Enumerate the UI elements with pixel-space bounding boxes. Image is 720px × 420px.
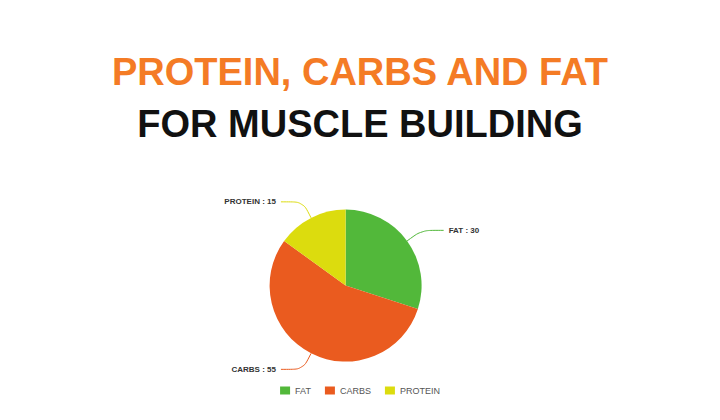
- svg-text:PROTEIN : 15: PROTEIN : 15: [224, 197, 276, 206]
- svg-text:PROTEIN: PROTEIN: [400, 386, 440, 396]
- svg-text:FAT : 30: FAT : 30: [449, 226, 480, 235]
- svg-text:PROTEIN, CARBS AND FAT: PROTEIN, CARBS AND FAT: [112, 51, 608, 93]
- svg-text:FAT: FAT: [295, 386, 311, 396]
- svg-text:FOR MUSCLE BUILDING: FOR MUSCLE BUILDING: [137, 103, 582, 145]
- svg-text:CARBS: CARBS: [340, 386, 371, 396]
- svg-text:CARBS : 55: CARBS : 55: [231, 365, 276, 374]
